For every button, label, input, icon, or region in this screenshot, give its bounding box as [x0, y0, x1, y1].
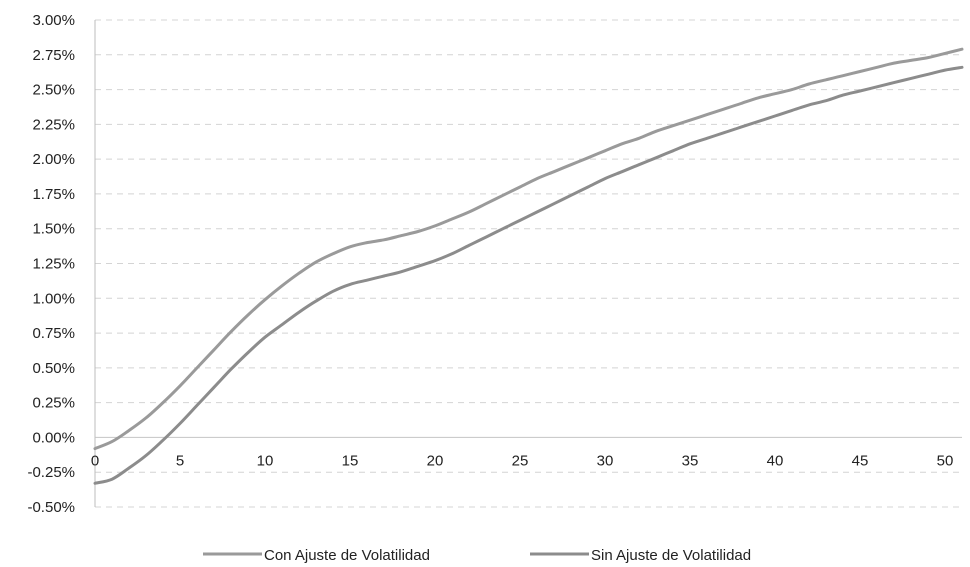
- y-tick-label: 0.25%: [32, 395, 75, 412]
- x-tick-label: 0: [91, 452, 99, 469]
- axes: [94, 20, 962, 507]
- x-tick-label: 40: [767, 452, 784, 469]
- y-tick-label: 1.75%: [32, 186, 75, 203]
- x-tick-label: 5: [176, 452, 184, 469]
- series-line-1: [93, 47, 964, 451]
- y-tick-label: 1.50%: [32, 221, 75, 238]
- x-tick-label: 10: [257, 452, 274, 469]
- y-tick-label: -0.50%: [27, 499, 75, 516]
- y-tick-label: -0.25%: [27, 464, 75, 481]
- y-tick-label: 1.25%: [32, 256, 75, 273]
- y-tick-label: 0.00%: [32, 429, 75, 446]
- y-tick-label: 0.50%: [32, 360, 75, 377]
- x-tick-label: 25: [512, 452, 529, 469]
- x-tick-label: 50: [937, 452, 954, 469]
- y-tick-label: 2.75%: [32, 47, 75, 64]
- x-tick-label: 45: [852, 452, 869, 469]
- y-tick-label: 1.00%: [32, 290, 75, 307]
- y-tick-label: 2.25%: [32, 116, 75, 133]
- x-tick-label: 30: [597, 452, 614, 469]
- y-tick-label: 2.00%: [32, 151, 75, 168]
- gridlines: [95, 19, 962, 508]
- legend-label-2: Sin Ajuste de Volatilidad: [591, 547, 751, 564]
- x-tick-label: 15: [342, 452, 359, 469]
- legend-label-1: Con Ajuste de Volatilidad: [264, 547, 430, 564]
- legend: Con Ajuste de Volatilidad Sin Ajuste de V…: [203, 547, 751, 564]
- x-tick-label: 35: [682, 452, 699, 469]
- y-tick-label: 2.50%: [32, 82, 75, 99]
- y-axis-tick-labels: -0.50% -0.25% 0.00% 0.25% 0.50% 0.75% 1.00% 1.2…: [27, 12, 75, 516]
- series-lines: [93, 47, 964, 485]
- x-tick-label: 20: [427, 452, 444, 469]
- series-line-2: [93, 65, 964, 485]
- y-tick-label: 0.75%: [32, 325, 75, 342]
- x-axis-tick-labels: 0 5 10 15 20 25 30 35 40 45 50: [91, 452, 954, 469]
- y-tick-label: 3.00%: [32, 12, 75, 29]
